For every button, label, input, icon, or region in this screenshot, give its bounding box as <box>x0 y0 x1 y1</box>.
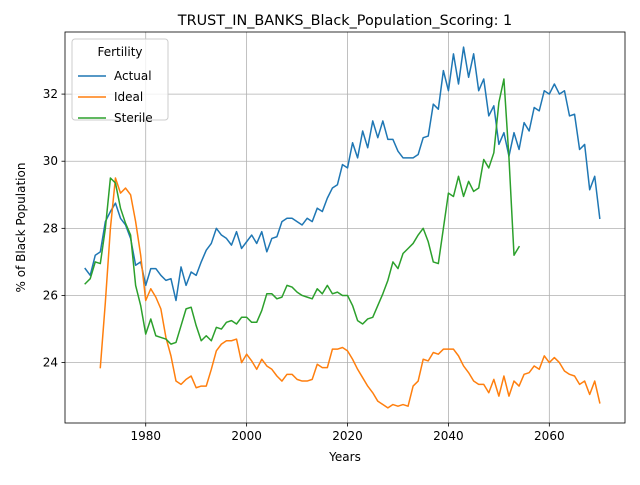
legend-label-ideal: Ideal <box>114 90 143 104</box>
x-axis-label: Years <box>328 450 361 464</box>
chart-title: TRUST_IN_BANKS_Black_Population_Scoring:… <box>177 13 512 29</box>
legend-label-sterile: Sterile <box>114 111 153 125</box>
legend: Fertility Actual Ideal Sterile <box>71 38 169 125</box>
y-tick-label: 26 <box>43 288 58 302</box>
x-tick-label: 2040 <box>433 429 464 443</box>
series-lines <box>84 46 601 409</box>
y-tick-label: 24 <box>43 356 58 370</box>
y-tick-label: 32 <box>43 87 58 101</box>
axis-ticks: 1980 2000 2020 2040 2060 24 26 28 30 32 <box>43 87 565 443</box>
legend-box <box>71 38 169 121</box>
x-tick-label: 2060 <box>534 429 565 443</box>
gridlines <box>65 32 625 423</box>
x-tick-label: 1980 <box>130 429 161 443</box>
y-tick-label: 30 <box>43 154 58 168</box>
series-line-actual <box>84 46 601 302</box>
legend-title: Fertility <box>97 45 142 59</box>
series-line-ideal <box>99 177 601 409</box>
x-tick-label: 2000 <box>231 429 262 443</box>
axes-frame <box>64 31 626 424</box>
y-axis-label: % of Black Population <box>14 163 28 293</box>
legend-label-actual: Actual <box>114 69 152 83</box>
y-tick-label: 28 <box>43 221 58 235</box>
series-line-sterile <box>84 78 521 345</box>
x-tick-label: 2020 <box>332 429 363 443</box>
